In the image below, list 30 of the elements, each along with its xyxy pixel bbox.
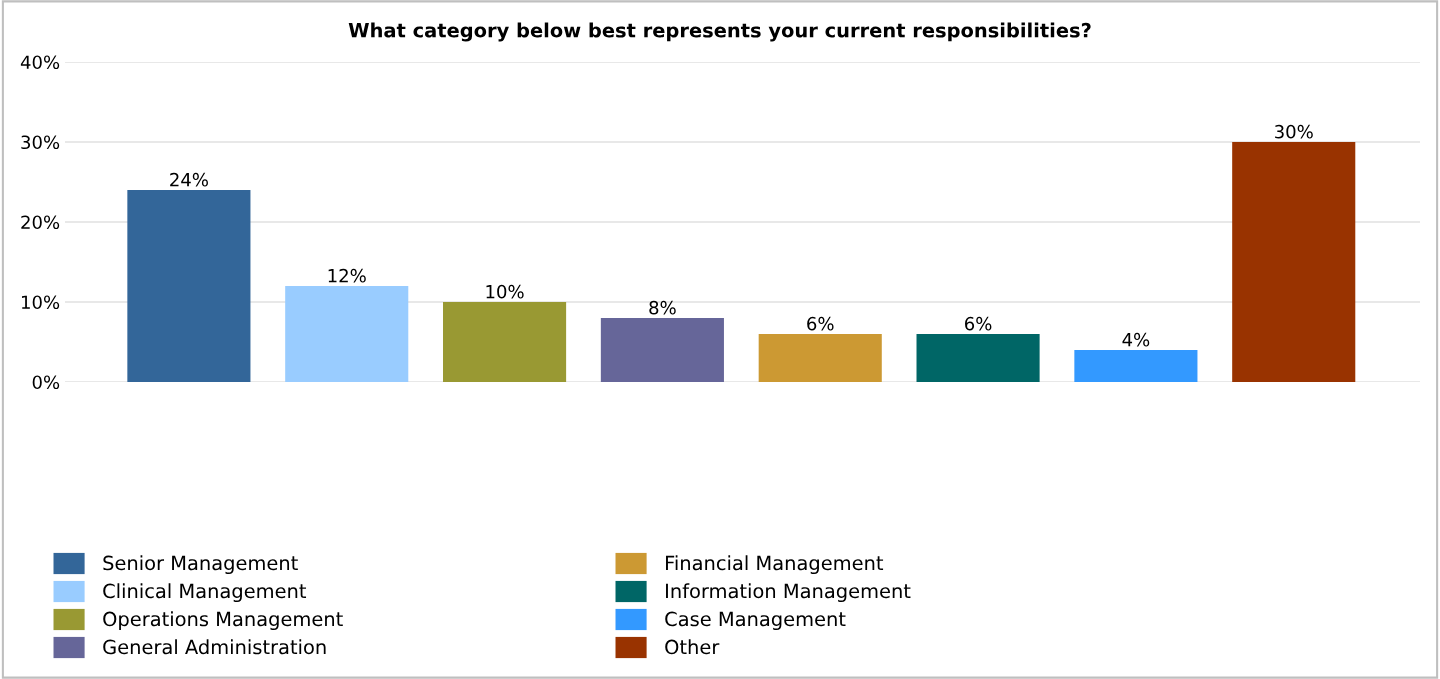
legend-label: Financial Management — [666, 555, 884, 575]
data-label: 12% — [328, 268, 366, 283]
bar — [600, 318, 724, 382]
y-tick-label: 40% — [20, 55, 60, 70]
bar — [1232, 142, 1356, 382]
data-label: 4% — [1122, 332, 1150, 347]
bar — [127, 190, 251, 382]
data-label: 30% — [1275, 124, 1313, 139]
data-label: 8% — [649, 300, 676, 315]
bar — [758, 334, 882, 382]
bar — [1074, 350, 1198, 382]
legend-label: Information Management — [666, 583, 911, 603]
y-tick-label: 30% — [21, 135, 60, 150]
bar — [443, 302, 567, 382]
data-label: 24% — [170, 172, 208, 187]
legend-label: Case Management — [665, 611, 846, 631]
data-label: 10% — [486, 284, 524, 299]
y-tick-label: 20% — [21, 215, 60, 230]
chart-title: What category below best represents your current responsibilities? — [348, 22, 1091, 42]
y-tick-label: 0% — [32, 375, 60, 390]
y-tick-label: 10% — [21, 295, 60, 310]
legend-label: Clinical Management — [103, 583, 307, 603]
bar — [285, 286, 409, 382]
bar — [916, 334, 1040, 382]
legend-label: Operations Management — [103, 611, 343, 631]
legend-label: Senior Management — [103, 555, 298, 575]
legend-label: General Administration — [103, 639, 326, 655]
data-label: 6% — [965, 316, 992, 331]
legend-label: Other — [665, 639, 720, 655]
data-label: 6% — [807, 316, 834, 331]
